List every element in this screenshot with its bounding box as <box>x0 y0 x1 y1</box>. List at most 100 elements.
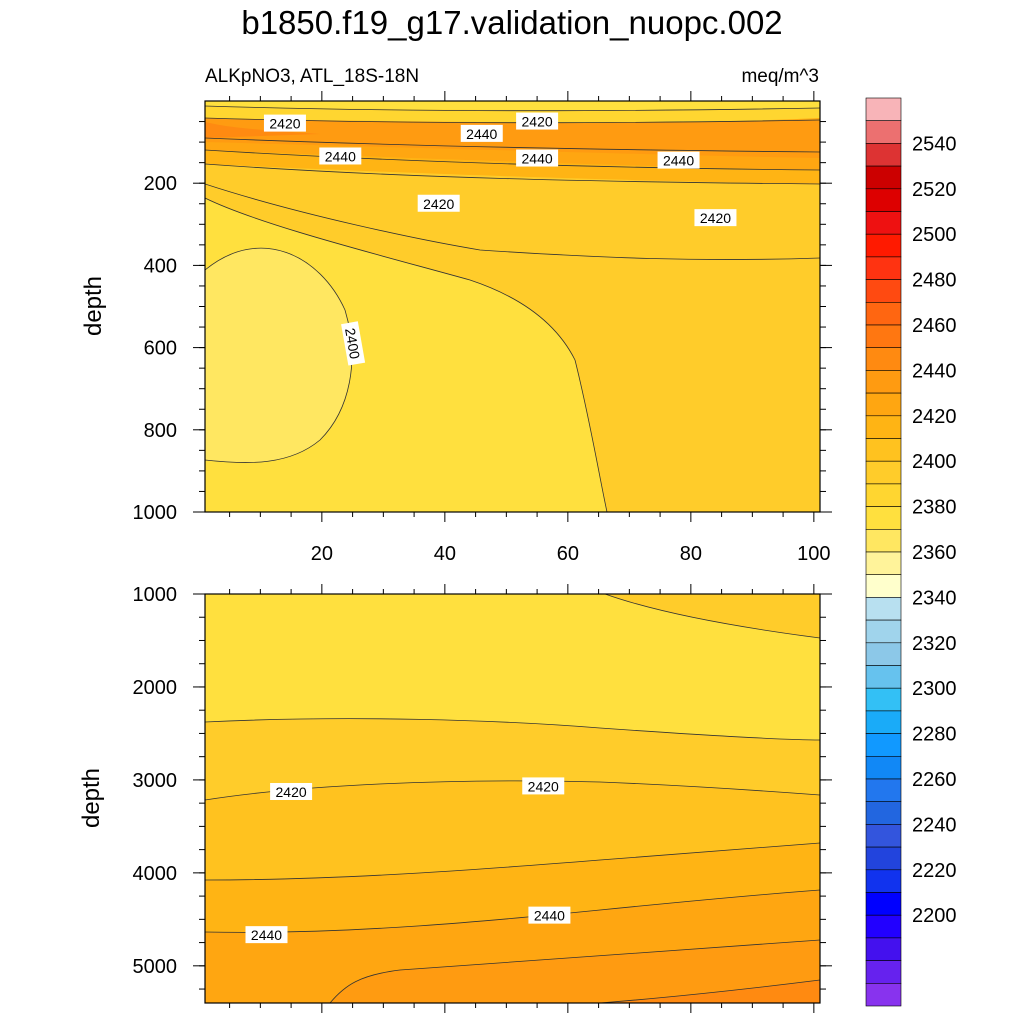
contour-label: 2440 <box>528 906 571 924</box>
subtitle-right: meq/m^3 <box>741 66 819 87</box>
colorbar-swatch <box>865 869 902 893</box>
lower-y-axis-label: depth <box>78 768 105 828</box>
colorbar-swatch <box>865 415 902 439</box>
upper-contours <box>205 105 820 512</box>
contour-label-text: 2440 <box>663 153 694 169</box>
colorbar-swatch <box>865 324 902 349</box>
y-tick-label-1-0: 1000 <box>133 584 178 606</box>
contour-label: 2440 <box>516 149 559 167</box>
contour-label-text: 2420 <box>423 196 454 212</box>
x-tick-label-4: 100 <box>797 543 830 565</box>
colorbar-swatch <box>865 143 902 167</box>
colorbar-swatch <box>865 438 902 462</box>
contour-label: 2440 <box>460 124 503 142</box>
colorbar-label-8: 2380 <box>912 497 957 519</box>
colorbar-swatch <box>865 597 902 621</box>
contour-label: 2420 <box>694 209 737 227</box>
colorbar-swatch <box>865 846 902 871</box>
contour-label-text: 2420 <box>522 114 553 130</box>
contour-label-text: 2440 <box>251 927 282 943</box>
contour-label: 2420 <box>522 777 565 795</box>
contour-label: 2440 <box>319 147 362 165</box>
subtitle-left: ALKpNO3, ATL_18S-18N <box>205 66 419 87</box>
colorbar-swatch <box>865 370 902 394</box>
colorbar-swatch <box>865 97 902 122</box>
colorbar-label-0: 2540 <box>912 133 957 155</box>
colorbar-swatch <box>865 642 902 666</box>
contour-label: 2420 <box>270 782 313 800</box>
colorbar-swatch <box>865 460 902 485</box>
upper-contour-labels: 2420 2440 2420 2440 2440 2440 2420 2420 2400 <box>263 112 737 366</box>
lower-frame <box>204 593 821 1004</box>
colorbar-swatch <box>865 733 902 757</box>
colorbar-label-13: 2280 <box>912 724 957 746</box>
colorbar-swatch <box>865 982 902 1007</box>
colorbar-label-1: 2520 <box>912 179 957 201</box>
lower-y-ticks: 1000 2000 3000 4000 5000 <box>133 584 832 990</box>
colorbar-label-2: 2500 <box>912 224 957 246</box>
x-axis-ticks: 20 40 60 80 100 <box>229 91 831 1013</box>
colorbar-swatch <box>865 619 902 644</box>
colorbar: 2540 2520 2500 2480 2460 2440 2420 2400 2380 2360… <box>865 97 957 1007</box>
y-tick-label-0-4: 1000 <box>133 502 178 524</box>
colorbar-label-17: 2200 <box>912 905 957 927</box>
colorbar-swatch <box>865 120 902 144</box>
colorbar-swatch <box>865 551 902 576</box>
colorbar-swatch <box>865 710 902 734</box>
contour-label-text: 2440 <box>325 148 356 164</box>
chart-title: b1850.f19_g17.validation_nuopc.002 <box>241 4 782 41</box>
contour-label-text: 2420 <box>700 210 731 226</box>
colorbar-label-9: 2360 <box>912 542 957 564</box>
y-tick-label-1-2: 3000 <box>133 770 178 792</box>
contour-label: 2440 <box>657 151 700 169</box>
contour-label-text: 2400 <box>342 327 363 361</box>
upper-y-ticks: 200 400 600 800 1000 <box>133 121 832 524</box>
colorbar-swatch <box>865 778 902 803</box>
contour-label-text: 2440 <box>534 908 565 924</box>
colorbar-swatch <box>865 824 902 848</box>
colorbar-swatch <box>865 574 902 598</box>
y-tick-label-1-4: 5000 <box>133 956 178 978</box>
colorbar-swatch <box>865 233 902 258</box>
colorbar-swatch <box>865 483 902 507</box>
contour-label-text: 2420 <box>528 778 559 794</box>
colorbar-swatch <box>865 960 902 984</box>
contour-label: 2440 <box>245 926 288 944</box>
x-tick-label-0: 20 <box>311 543 333 565</box>
colorbar-label-3: 2480 <box>912 270 957 292</box>
colorbar-swatch <box>865 755 902 780</box>
colorbar-label-14: 2260 <box>912 769 957 791</box>
colorbar-swatch <box>865 301 902 326</box>
colorbar-label-5: 2440 <box>912 360 957 382</box>
y-tick-label-1-3: 4000 <box>133 863 178 885</box>
upper-y-axis-label: depth <box>80 276 107 336</box>
colorbar-label-6: 2420 <box>912 406 957 428</box>
colorbar-swatch <box>865 347 902 371</box>
y-tick-label-0-3: 800 <box>144 420 177 442</box>
contour-label: 2420 <box>417 194 460 212</box>
upper-fills <box>205 101 820 512</box>
colorbar-label-12: 2300 <box>912 678 957 700</box>
colorbar-swatch <box>865 687 902 712</box>
colorbar-swatch <box>865 165 902 190</box>
colorbar-swatch <box>865 392 902 417</box>
colorbar-swatch <box>865 892 902 916</box>
colorbar-label-15: 2240 <box>912 814 957 836</box>
colorbar-label-16: 2220 <box>912 860 957 882</box>
colorbar-swatch <box>865 914 902 939</box>
contour-label: 2420 <box>516 112 559 130</box>
colorbar-swatch <box>865 506 902 530</box>
lower-contours <box>205 594 820 1003</box>
x-tick-label-1: 40 <box>434 543 456 565</box>
contour-label: 2420 <box>263 114 306 132</box>
colorbar-swatch <box>865 211 902 235</box>
colorbar-swatch <box>865 528 902 553</box>
contour-label-text: 2420 <box>276 784 307 800</box>
colorbar-swatch <box>865 256 902 280</box>
contour-label-text: 2420 <box>269 116 300 132</box>
lower-contour-labels: 2420 2420 2440 2440 <box>245 777 571 944</box>
x-tick-label-3: 80 <box>680 543 702 565</box>
